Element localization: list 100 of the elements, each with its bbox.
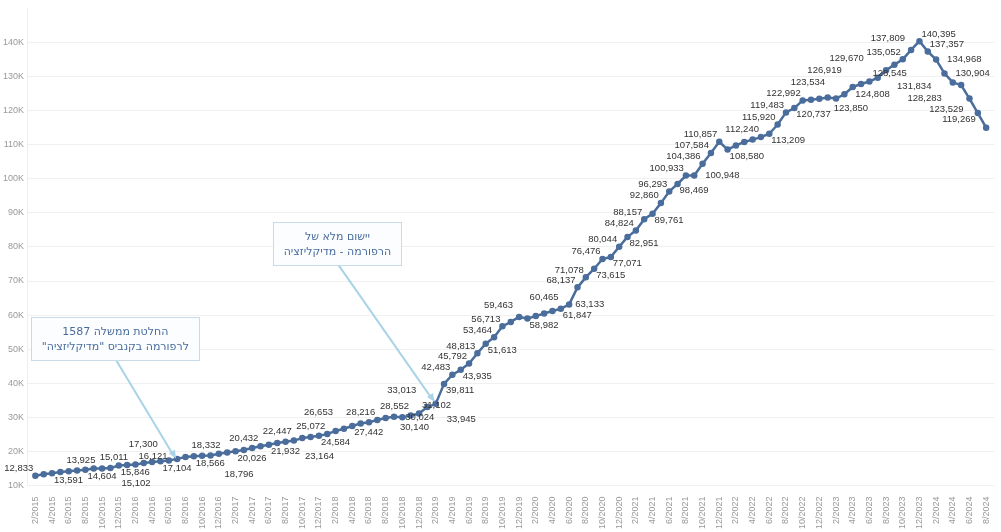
data-label: 28,552 xyxy=(379,399,410,411)
data-label: 77,071 xyxy=(612,257,642,269)
x-tick-label: 4/2020 xyxy=(546,496,557,524)
y-tick-label: 80K xyxy=(8,241,25,252)
data-label: 120,737 xyxy=(796,108,831,120)
data-label: 30,140 xyxy=(399,421,430,433)
x-tick-label: 6/2024 xyxy=(963,496,974,524)
y-tick-label: 100K xyxy=(2,173,25,184)
x-tick-label: 10/2020 xyxy=(596,496,607,530)
data-label: 42,483 xyxy=(421,361,451,373)
data-label: 17,104 xyxy=(162,461,192,473)
data-label: 27,442 xyxy=(354,426,384,438)
x-tick-label: 2/2024 xyxy=(930,496,941,524)
x-tick-label: 12/2015 xyxy=(113,496,124,530)
x-tick-label: 2/2021 xyxy=(630,496,641,524)
x-tick-label: 12/2020 xyxy=(613,496,624,530)
x-tick-label: 8/2016 xyxy=(179,496,190,524)
data-label: 33,945 xyxy=(446,413,476,425)
y-tick-label: 110K xyxy=(3,139,25,150)
x-tick-label: 2/2016 xyxy=(129,496,140,524)
data-label: 63,133 xyxy=(575,297,605,309)
data-label: 15,846 xyxy=(120,465,150,477)
data-label: 58,982 xyxy=(529,318,559,330)
x-tick-label: 6/2019 xyxy=(463,496,474,524)
data-label: 119,483 xyxy=(750,98,784,110)
data-label: 140,395 xyxy=(921,27,956,39)
annotation: יישום מלא של הרפורמה - מדיקליזציה xyxy=(272,221,403,266)
data-label: 25,072 xyxy=(296,420,326,432)
data-label: 73,615 xyxy=(596,269,626,281)
data-label: 20,026 xyxy=(237,451,267,463)
x-tick-label: 10/2021 xyxy=(697,496,708,530)
x-tick-label: 10/2019 xyxy=(496,496,507,530)
x-tick-label: 2/2022 xyxy=(730,496,741,524)
x-tick-label: 8/2018 xyxy=(380,496,391,524)
data-label: 137,809 xyxy=(870,32,906,44)
x-tick-label: 10/2016 xyxy=(196,496,207,530)
data-label: 61,847 xyxy=(562,309,592,321)
x-tick-label: 10/2017 xyxy=(296,496,307,530)
data-label: 135,052 xyxy=(866,45,901,57)
y-tick-label: 120K xyxy=(2,105,25,116)
data-label: 110,857 xyxy=(683,128,718,140)
x-tick-label: 4/2023 xyxy=(847,496,858,524)
y-tick-label: 30K xyxy=(8,411,25,422)
annotation: החלטת ממשלה 1587 לרפורמה בקנביס "מדיקליזציה" xyxy=(30,316,200,361)
data-label: 33,013 xyxy=(387,384,417,396)
data-label: 18,796 xyxy=(224,467,254,479)
x-tick-label: 8/2015 xyxy=(79,496,90,524)
x-tick-label: 8/2019 xyxy=(480,496,491,524)
data-label: 112,240 xyxy=(725,123,759,135)
y-tick-label: 20K xyxy=(8,445,25,456)
x-tick-label: 4/2021 xyxy=(647,496,658,524)
x-tick-label: 10/2023 xyxy=(897,496,908,530)
data-label: 92,860 xyxy=(629,189,659,201)
x-tick-label: 6/2015 xyxy=(63,496,74,524)
x-tick-label: 12/2018 xyxy=(413,496,424,530)
x-tick-label: 2/2023 xyxy=(830,496,841,524)
x-tick-label: 10/2015 xyxy=(96,496,107,530)
y-tick-label: 90K xyxy=(8,207,25,218)
data-label: 131,834 xyxy=(897,79,932,91)
y-tick-label: 70K xyxy=(8,275,25,286)
y-tick-label: 60K xyxy=(8,309,25,320)
data-label: 17,300 xyxy=(128,437,158,449)
data-label: 20,432 xyxy=(229,432,259,444)
data-label: 126,919 xyxy=(807,64,842,76)
x-tick-label: 10/2018 xyxy=(396,496,407,530)
data-label: 123,850 xyxy=(833,101,869,113)
data-label: 113,209 xyxy=(771,134,805,146)
data-label: 119,269 xyxy=(942,113,976,125)
x-tick-label: 6/2018 xyxy=(363,496,374,524)
data-label: 56,713 xyxy=(471,312,501,324)
x-tick-label: 2/2015 xyxy=(29,496,40,524)
x-tick-label: 2/2020 xyxy=(530,496,541,524)
data-label: 23,164 xyxy=(304,449,334,461)
data-label: 22,447 xyxy=(262,425,292,437)
data-label: 14,604 xyxy=(87,470,117,482)
x-tick-label: 6/2020 xyxy=(563,496,574,524)
data-label: 108,580 xyxy=(729,149,764,161)
x-tick-label: 6/2023 xyxy=(863,496,874,524)
data-label: 21,932 xyxy=(270,445,300,457)
y-tick-label: 40K xyxy=(8,377,25,388)
data-label: 76,476 xyxy=(571,245,601,257)
x-tick-label: 4/2019 xyxy=(446,496,457,524)
x-tick-label: 4/2016 xyxy=(146,496,157,524)
data-label: 15,011 xyxy=(99,450,129,462)
data-label: 18,566 xyxy=(195,456,225,468)
data-label: 130,904 xyxy=(955,66,990,78)
x-tick-label: 6/2016 xyxy=(163,496,174,524)
data-label: 88,157 xyxy=(613,205,643,217)
x-tick-label: 8/2017 xyxy=(280,496,291,524)
y-tick-label: 140K xyxy=(2,36,25,47)
data-label: 24,584 xyxy=(320,436,350,448)
x-tick-label: 2/2018 xyxy=(330,496,341,524)
x-tick-label: 8/2022 xyxy=(780,496,791,524)
x-tick-label: 8/2023 xyxy=(880,496,891,524)
data-label: 123,534 xyxy=(790,75,826,87)
data-label: 15,102 xyxy=(121,477,151,489)
data-label: 134,968 xyxy=(947,53,982,64)
x-tick-label: 8/2024 xyxy=(980,496,991,524)
data-label: 104,386 xyxy=(666,150,701,162)
data-label: 26,653 xyxy=(303,406,333,418)
